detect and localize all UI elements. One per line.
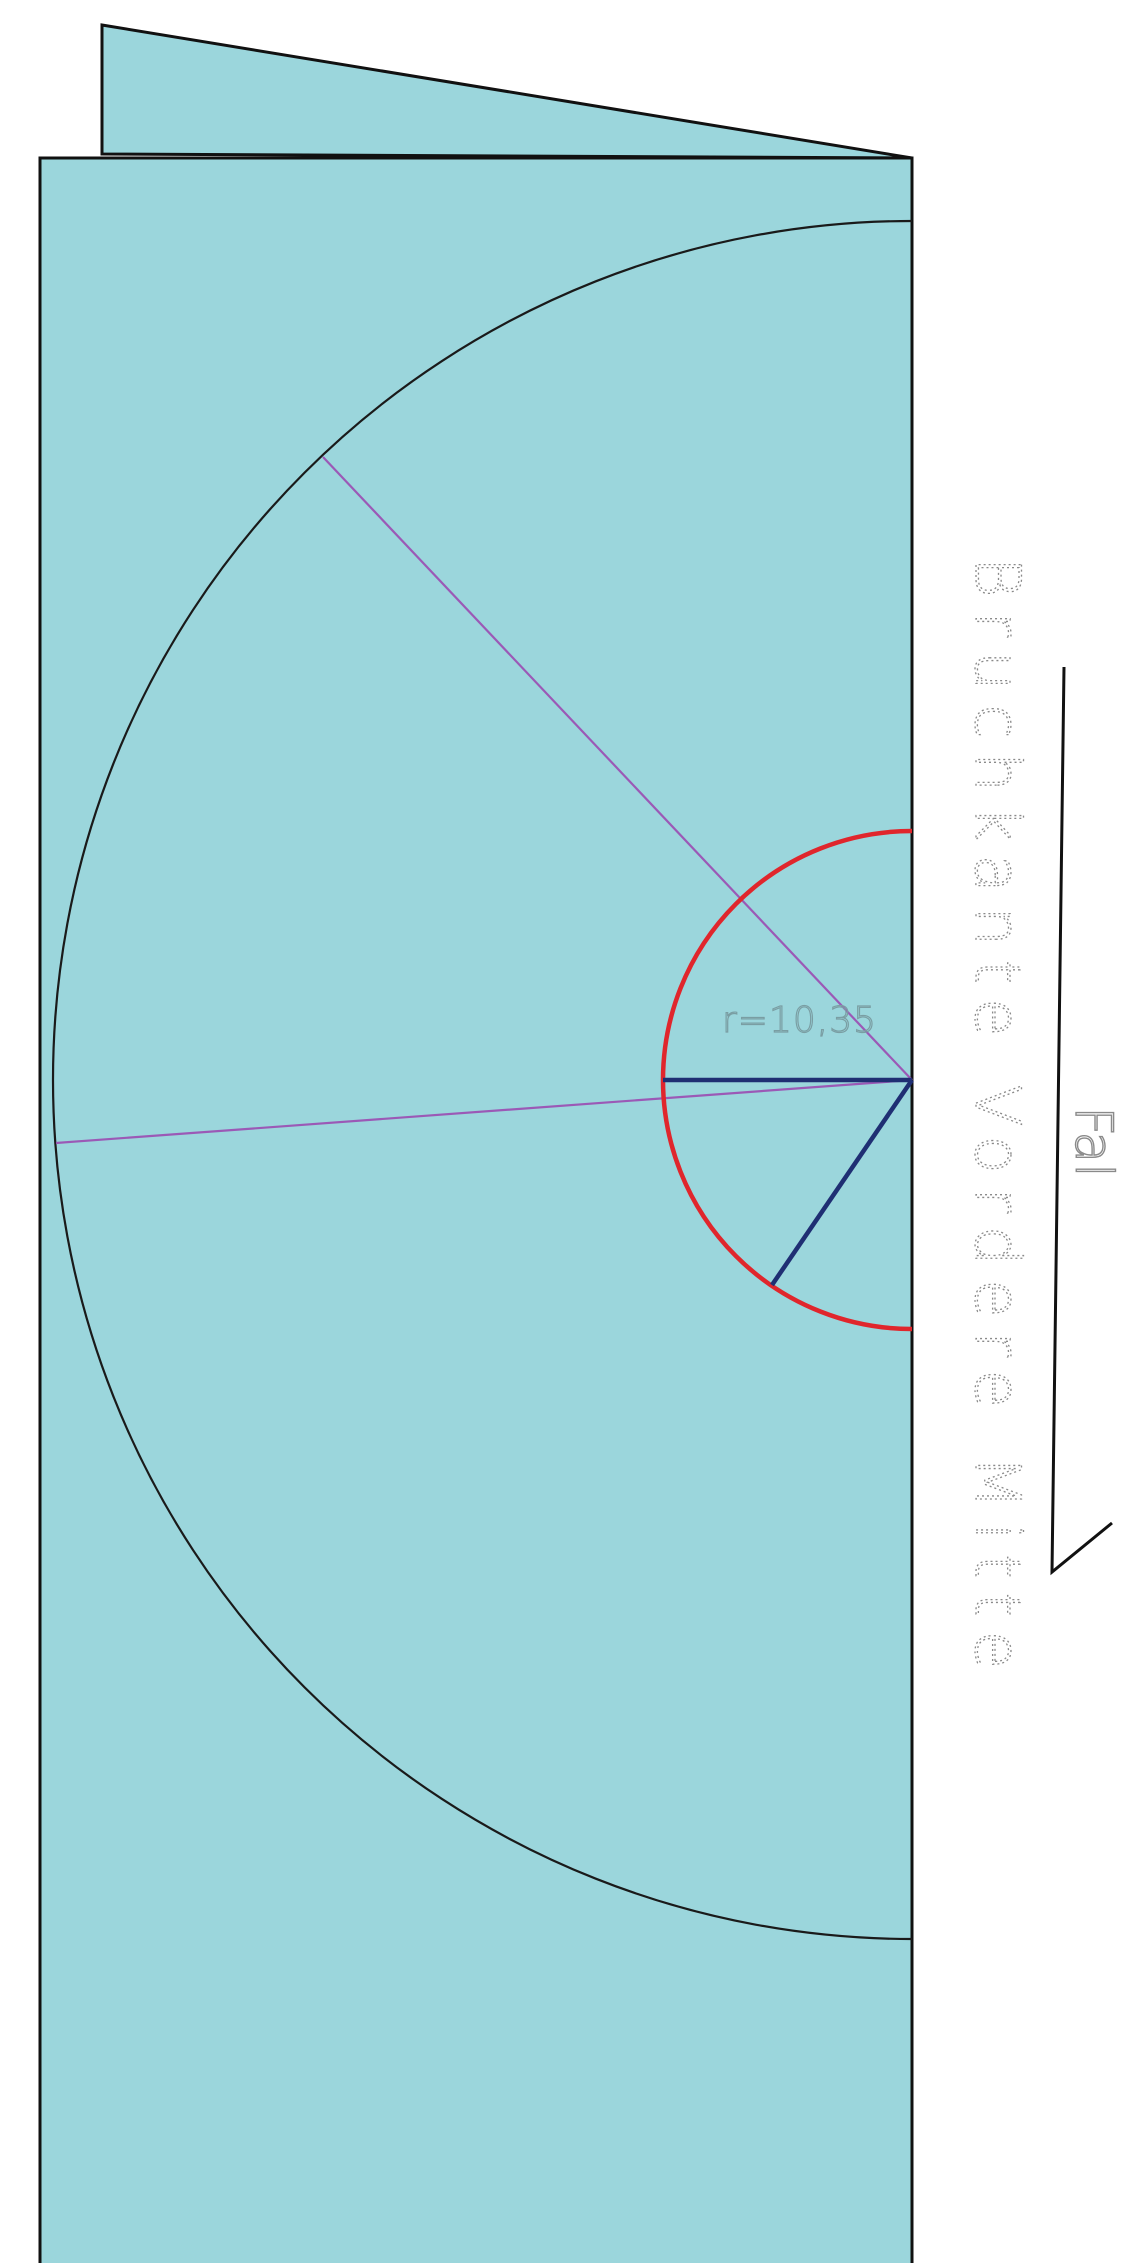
radius-label: r=10,35: [722, 1000, 877, 1041]
fold-arrow: [1050, 666, 1113, 1576]
top-flap: [100, 23, 913, 160]
fold-label: Fal: [1063, 1106, 1123, 1177]
guide-line-upper: [322, 456, 913, 1081]
fabric-panel: [38, 156, 914, 2263]
fold-edge-label: Bruchkante Vordere Mitte: [961, 557, 1034, 1683]
guide-line-lower: [55, 1078, 913, 1145]
radius-marker-diagonal: [770, 1078, 914, 1287]
outer-arc: [51, 219, 913, 1941]
